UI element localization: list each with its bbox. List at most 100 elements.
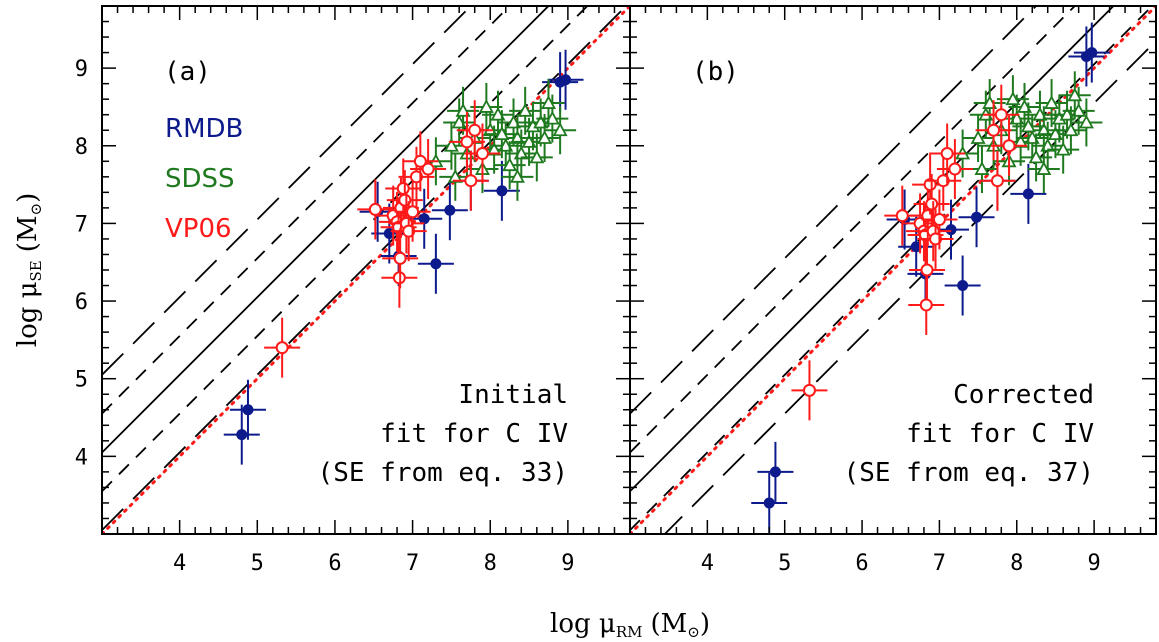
vp06-point: [913, 174, 950, 234]
x-tick-label: 9: [1087, 551, 1100, 576]
open-circle-marker: [460, 135, 474, 149]
sdss-point: [962, 114, 995, 162]
fit-line: [630, 6, 1115, 492]
y-label-unit-sub: ⊙: [27, 203, 45, 216]
y-label-sub: SE: [27, 260, 45, 281]
open-circle-marker: [475, 147, 489, 161]
vp06-point: [402, 131, 439, 192]
open-triangle-marker: [1055, 141, 1071, 156]
x-tick-label: 4: [173, 551, 186, 576]
ticks: [101, 5, 631, 535]
rmdb-point: [547, 49, 584, 110]
vp06-point: [921, 189, 958, 250]
open-circle-marker: [936, 174, 950, 188]
open-triangle-marker: [502, 157, 518, 172]
sdss-point: [501, 152, 534, 201]
open-triangle-marker: [537, 130, 553, 144]
annotation-line: (SE from eq. 37): [844, 458, 1094, 488]
y-label-main: log μ: [13, 281, 43, 347]
y-tick-label: 6: [75, 290, 88, 315]
open-triangle-marker: [509, 168, 525, 183]
open-circle-marker: [987, 123, 1001, 137]
y-tick-label: 8: [75, 135, 88, 160]
vp06-point: [410, 139, 447, 200]
vp06-point: [983, 84, 1020, 145]
x-tick-label: 9: [561, 551, 574, 576]
open-triangle-marker: [1020, 118, 1036, 133]
panel-b: 4 5 6 7 8 9 (b) Corrected fit for C IV (SE from e…: [629, 5, 1157, 576]
open-triangle-marker: [1044, 95, 1060, 109]
vp06-point: [456, 100, 493, 161]
open-circle-marker: [275, 341, 289, 355]
open-circle-marker: [895, 209, 909, 223]
open-circle-marker: [396, 181, 410, 195]
panel-label: (b): [692, 57, 739, 87]
open-triangle-marker: [1036, 161, 1052, 175]
annotation-line: Initial: [458, 380, 568, 410]
open-triangle-marker: [1028, 149, 1044, 164]
filled-circle-marker: [1086, 47, 1098, 59]
open-triangle-marker: [1005, 91, 1021, 106]
legend: RMDB SDSS VP06: [165, 114, 243, 244]
x-label-unit: (M: [650, 609, 687, 639]
sdss-point: [520, 133, 553, 182]
annotation-line: fit for C IV: [380, 419, 568, 449]
scatter-band-outer-upper: [102, 6, 473, 376]
sdss-point: [532, 79, 565, 128]
panel-label: (a): [164, 57, 211, 87]
vp06-point: [979, 150, 1016, 211]
filled-circle-marker: [444, 204, 456, 216]
vp06-point: [936, 139, 973, 200]
annotation-line: Corrected: [953, 380, 1094, 410]
x-tick-label: 4: [701, 551, 714, 576]
rmdb-point: [958, 187, 995, 248]
y-label-unit-close: ): [13, 193, 43, 203]
sdss-point: [1047, 125, 1080, 174]
rmdb-point: [229, 379, 266, 440]
sdss-point: [1054, 106, 1087, 155]
scatter-band-inner-upper: [102, 6, 511, 415]
open-circle-marker: [402, 224, 416, 238]
fit-line: [102, 6, 550, 454]
y-label-unit: (M: [13, 215, 43, 252]
filled-circle-marker: [957, 280, 969, 292]
filled-circle-marker: [496, 185, 508, 197]
data-points: [223, 49, 584, 465]
vp06-point: [382, 228, 419, 289]
open-circle-marker: [940, 147, 954, 161]
open-triangle-marker: [517, 102, 533, 117]
sdss-point: [544, 106, 577, 155]
vp06-point: [909, 240, 946, 300]
open-circle-marker: [409, 170, 423, 184]
sdss-point: [1058, 71, 1091, 120]
rmdb-point: [223, 404, 260, 465]
x-tick-label: 8: [1010, 551, 1023, 576]
rmdb-point: [898, 216, 935, 277]
filled-circle-marker: [236, 429, 248, 441]
open-triangle-marker: [1063, 122, 1079, 137]
open-circle-marker: [920, 263, 934, 277]
rmdb-point: [417, 233, 454, 294]
open-triangle-marker: [447, 168, 463, 183]
open-triangle-marker: [486, 141, 502, 156]
y-axis-label: log μSE (M⊙): [13, 193, 45, 348]
sdss-point: [1070, 98, 1103, 147]
filled-circle-marker: [418, 213, 430, 225]
filled-circle-marker: [1022, 188, 1034, 200]
sdss-point: [965, 145, 998, 194]
y-tick-label: 4: [75, 445, 88, 470]
rmdb-point: [483, 160, 520, 221]
open-circle-marker: [421, 162, 435, 176]
open-circle-marker: [994, 108, 1008, 122]
open-circle-marker: [368, 202, 382, 216]
x-label-main: log μ: [550, 609, 616, 639]
x-tick-label: 6: [855, 551, 868, 576]
x-label-unit-sub: ⊙: [687, 623, 700, 641]
open-circle-marker: [393, 251, 407, 265]
y-tick-label: 9: [75, 57, 88, 82]
x-label-sub: RM: [616, 623, 643, 641]
filled-circle-marker: [242, 404, 254, 416]
open-triangle-marker: [478, 99, 494, 113]
filled-circle-marker: [560, 74, 572, 86]
